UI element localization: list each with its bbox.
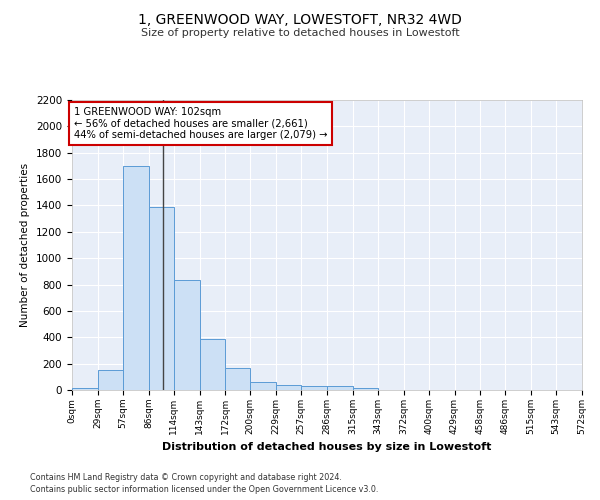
Bar (173, 280, 199, 390)
Bar (199, 339, 226, 390)
Bar (149, 207, 173, 390)
Text: 1 GREENWOOD WAY: 102sqm
← 56% of detached houses are smaller (2,661)
44% of semi: 1 GREENWOOD WAY: 102sqm ← 56% of detache… (74, 108, 327, 140)
Bar (123, 166, 149, 390)
Bar (72, 388, 98, 390)
Bar (327, 386, 353, 390)
Text: 1, GREENWOOD WAY, LOWESTOFT, NR32 4WD: 1, GREENWOOD WAY, LOWESTOFT, NR32 4WD (138, 12, 462, 26)
Bar (301, 386, 327, 390)
Bar (98, 370, 123, 390)
Bar (353, 388, 378, 390)
Bar (276, 386, 301, 390)
Text: Size of property relative to detached houses in Lowestoft: Size of property relative to detached ho… (140, 28, 460, 38)
Y-axis label: Number of detached properties: Number of detached properties (20, 163, 31, 327)
Text: Contains HM Land Registry data © Crown copyright and database right 2024.: Contains HM Land Registry data © Crown c… (30, 472, 342, 482)
Text: Distribution of detached houses by size in Lowestoft: Distribution of detached houses by size … (163, 442, 491, 452)
Bar (226, 368, 250, 390)
Text: Contains public sector information licensed under the Open Government Licence v3: Contains public sector information licen… (30, 485, 379, 494)
Bar (250, 382, 276, 390)
